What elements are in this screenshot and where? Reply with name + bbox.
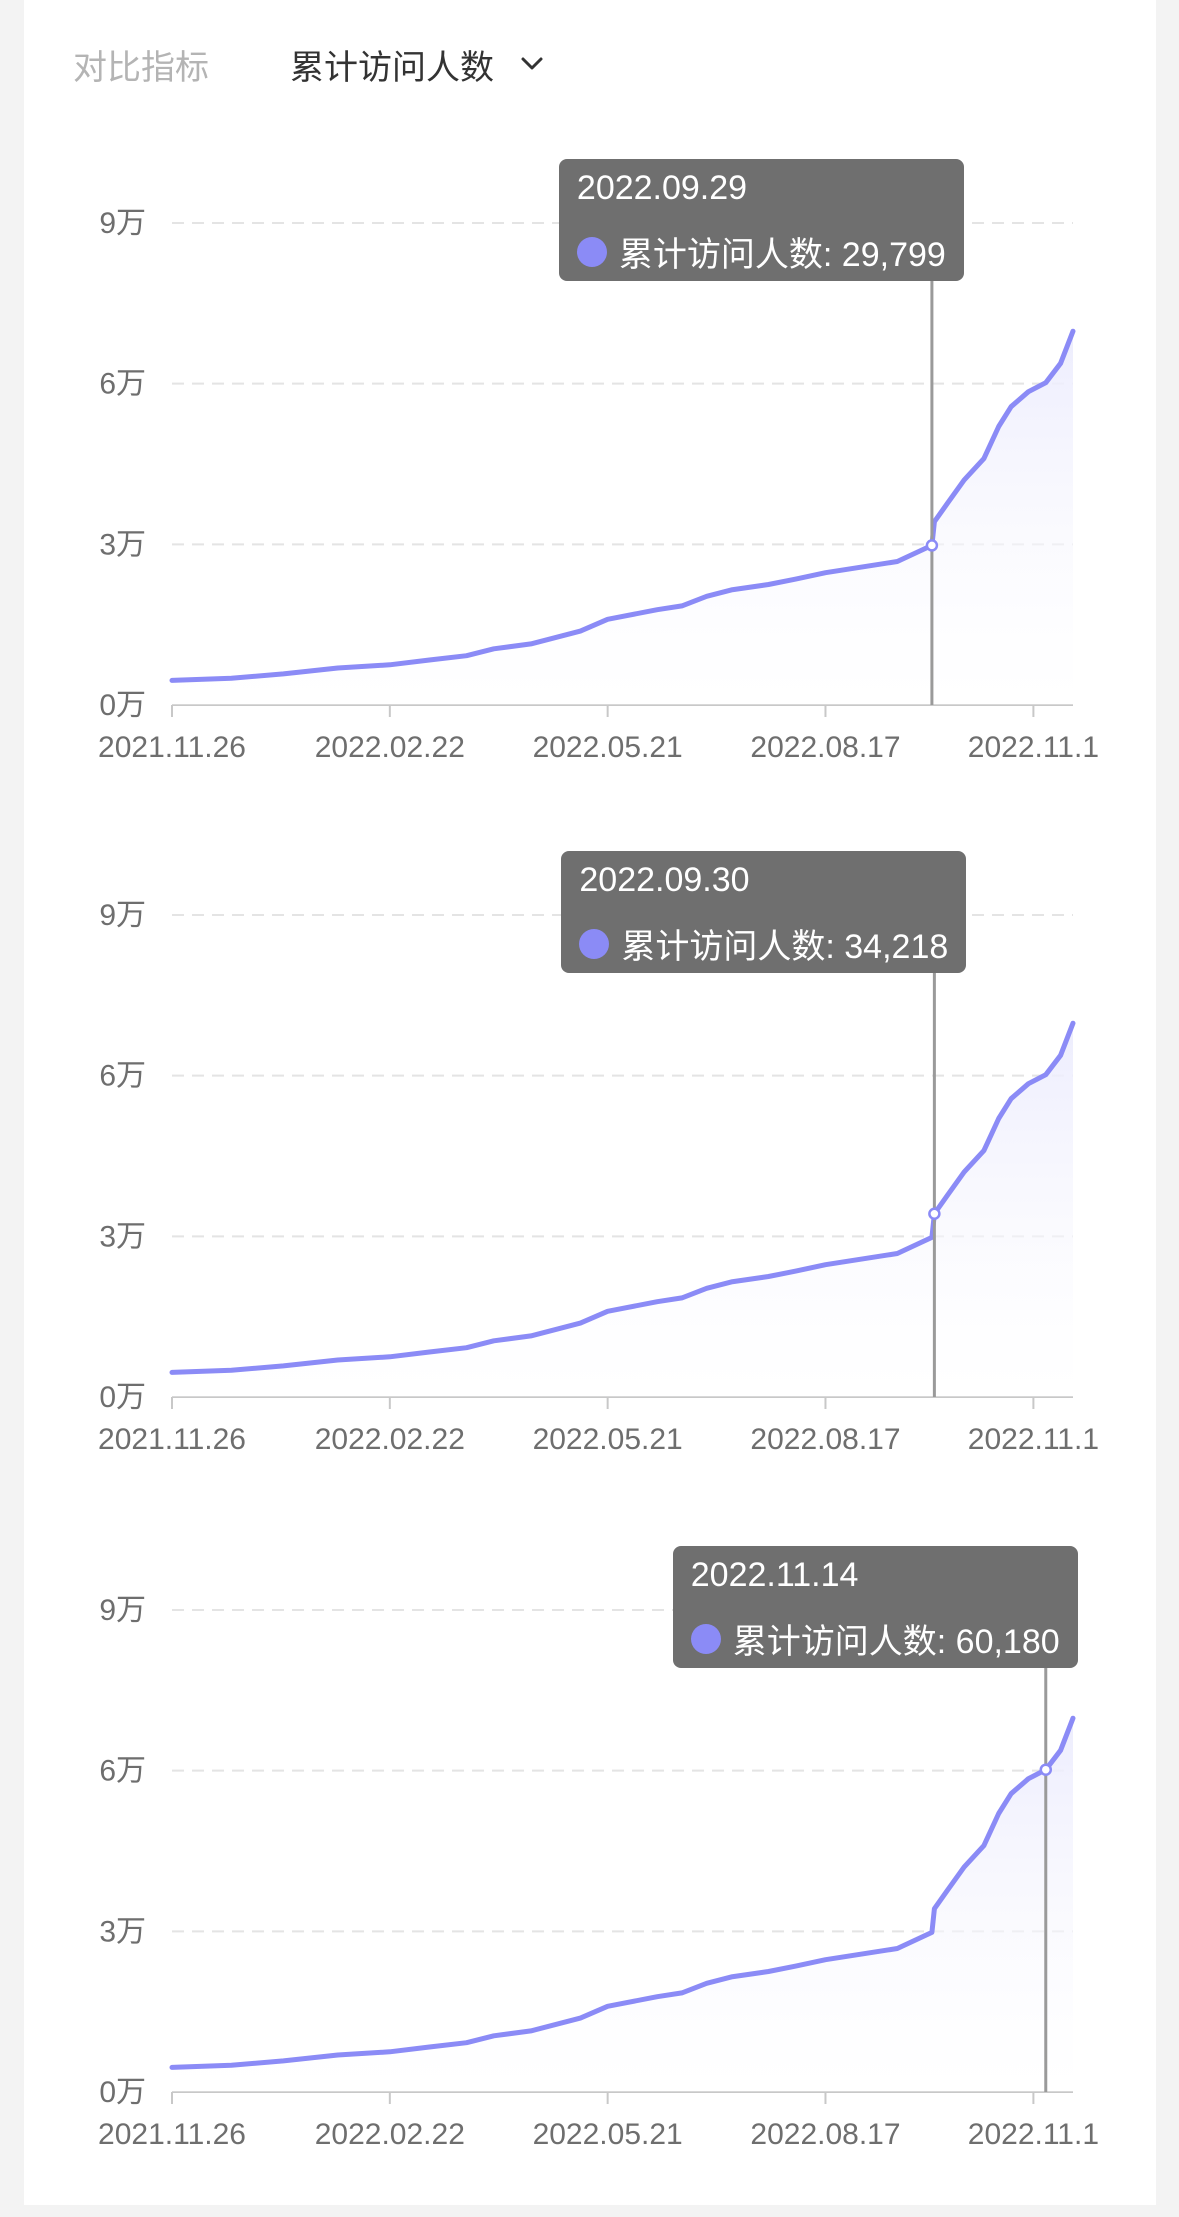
tooltip-value: 累计访问人数: 29,799 [618,236,946,274]
metric-header: 对比指标 累计访问人数 [24,0,1156,130]
series-line [169,1020,1076,1375]
chart-2-tooltip: 2022.09.30 累计访问人数: 34,218 [561,851,967,973]
x-tick-label: 2022.08.17 [750,731,900,764]
x-tick-label: 2022.05.21 [533,2118,683,2151]
y-tick-label: 3万 [99,1220,146,1253]
hover-point[interactable] [1039,1763,1053,1776]
tooltip-series-row: 累计访问人数: 60,180 [690,1614,1060,1663]
x-tick-label: 2021.11.26 [98,731,246,764]
x-tick-label: 2022.11.1 [968,731,1099,764]
tooltip-series-row: 累计访问人数: 29,799 [576,227,946,276]
x-tick-label: 2022.11.1 [968,1423,1099,1456]
chart-1-svg: 0万 3万 6万 9万 2021.11.26 2022.02.22 2022.05.21 20… [98,207,1099,764]
y-tick-label: 9万 [99,207,146,240]
x-tick-label: 2022.02.22 [315,1423,465,1456]
y-tick-label: 0万 [99,1381,146,1414]
x-tick-label: 2022.08.17 [750,1423,900,1456]
x-tick-label: 2022.05.21 [533,1423,683,1456]
chart-3-tooltip: 2022.11.14 累计访问人数: 60,180 [672,1546,1078,1668]
y-tick-label: 9万 [99,1594,146,1627]
y-tick-label: 9万 [99,899,146,932]
series-line [169,328,1076,683]
metric-dropdown-value: 累计访问人数 [290,48,494,87]
y-tick-label: 3万 [99,1915,146,1948]
series-area [172,1718,1073,2092]
tooltip-date: 2022.09.29 [576,169,748,207]
x-tick-label: 2022.02.22 [315,2118,465,2151]
y-tick-label: 6万 [99,1060,146,1093]
series-area [172,331,1073,705]
trend-card: 对比指标 累计访问人数 0万 3万 6万 9万 2021.11.26 2022.02.22… [24,0,1156,2205]
series-dot-icon [579,928,610,959]
tooltip-date: 2022.09.30 [579,861,750,899]
hover-point[interactable] [925,539,939,552]
y-tick-label: 0万 [99,2076,146,2109]
hover-point[interactable] [928,1207,941,1220]
x-tick-label: 2022.11.1 [968,2118,1099,2151]
series-dot-icon [576,236,607,267]
series-line [169,1715,1076,2070]
tooltip-date: 2022.11.14 [690,1556,859,1594]
x-tick-label: 2022.05.21 [533,731,683,764]
series-area [172,1023,1073,1397]
cumulative-visitors-chart-1[interactable]: 0万 3万 6万 9万 2021.11.26 2022.02.22 2022.05.21 20… [24,130,1156,830]
tooltip-series-row: 累计访问人数: 34,218 [579,919,948,968]
x-tick-label: 2021.11.26 [98,2118,246,2151]
y-tick-label: 6万 [99,368,146,401]
series-dot-icon [690,1623,721,1654]
compare-metric-label: 对比指标 [73,49,209,87]
cumulative-visitors-chart-2[interactable]: 0万 3万 6万 9万 2021.11.26 2022.02.22 2022.05.21 20… [24,822,1156,1522]
chevron-down-icon [521,57,543,70]
tooltip-value: 累计访问人数: 60,180 [732,1623,1060,1661]
y-tick-label: 0万 [99,689,146,722]
x-tick-label: 2022.02.22 [315,731,465,764]
chart-1-tooltip: 2022.09.29 累计访问人数: 29,799 [558,159,964,281]
cumulative-visitors-chart-3[interactable]: 0万 3万 6万 9万 2021.11.26 2022.02.22 2022.05.21 20… [24,1517,1156,2217]
y-tick-label: 6万 [99,1755,146,1788]
tooltip-value: 累计访问人数: 34,218 [621,928,949,966]
chart-3-svg: 0万 3万 6万 9万 2021.11.26 2022.02.22 2022.05.21 20… [98,1594,1099,2151]
x-tick-label: 2022.08.17 [750,2118,900,2151]
y-tick-label: 3万 [99,528,146,561]
x-tick-label: 2021.11.26 [98,1423,246,1456]
metric-dropdown[interactable]: 累计访问人数 [290,36,546,92]
chart-2-svg: 0万 3万 6万 9万 2021.11.26 2022.02.22 2022.05.21 20… [98,899,1099,1456]
